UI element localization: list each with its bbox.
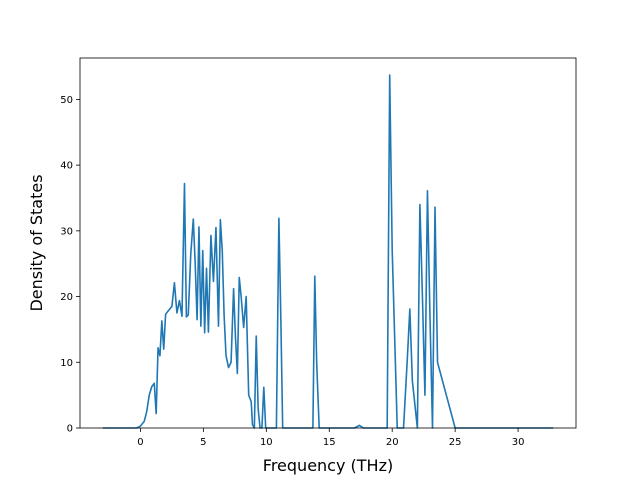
x-tick-label-5: 25 bbox=[449, 437, 462, 448]
x-tick-label-6: 30 bbox=[512, 437, 525, 448]
x-tick-label-2: 10 bbox=[260, 437, 273, 448]
x-axis-label: Frequency (THz) bbox=[263, 456, 393, 475]
axes-frame bbox=[79, 57, 577, 429]
y-tick-label-3: 30 bbox=[60, 226, 73, 237]
x-tick-label-4: 20 bbox=[386, 437, 399, 448]
y-axis-label: Density of States bbox=[27, 174, 46, 311]
y-tick-label-1: 10 bbox=[60, 358, 73, 369]
series-layer bbox=[102, 74, 554, 429]
dos-series-line-0 bbox=[102, 74, 554, 429]
y-tick-label-0: 0 bbox=[67, 424, 73, 435]
y-tick-label-4: 40 bbox=[60, 161, 73, 172]
y-tick-label-5: 50 bbox=[60, 95, 73, 106]
x-tick-label-0: 0 bbox=[137, 437, 143, 448]
x-tick-label-1: 5 bbox=[200, 437, 206, 448]
y-tick-label-2: 20 bbox=[60, 292, 73, 303]
x-tick-label-3: 15 bbox=[323, 437, 336, 448]
plot-area bbox=[80, 58, 576, 428]
x-ticks: 0 5 10 15 20 25 30 bbox=[137, 428, 524, 448]
y-ticks: 0 10 20 30 40 50 bbox=[60, 95, 80, 435]
